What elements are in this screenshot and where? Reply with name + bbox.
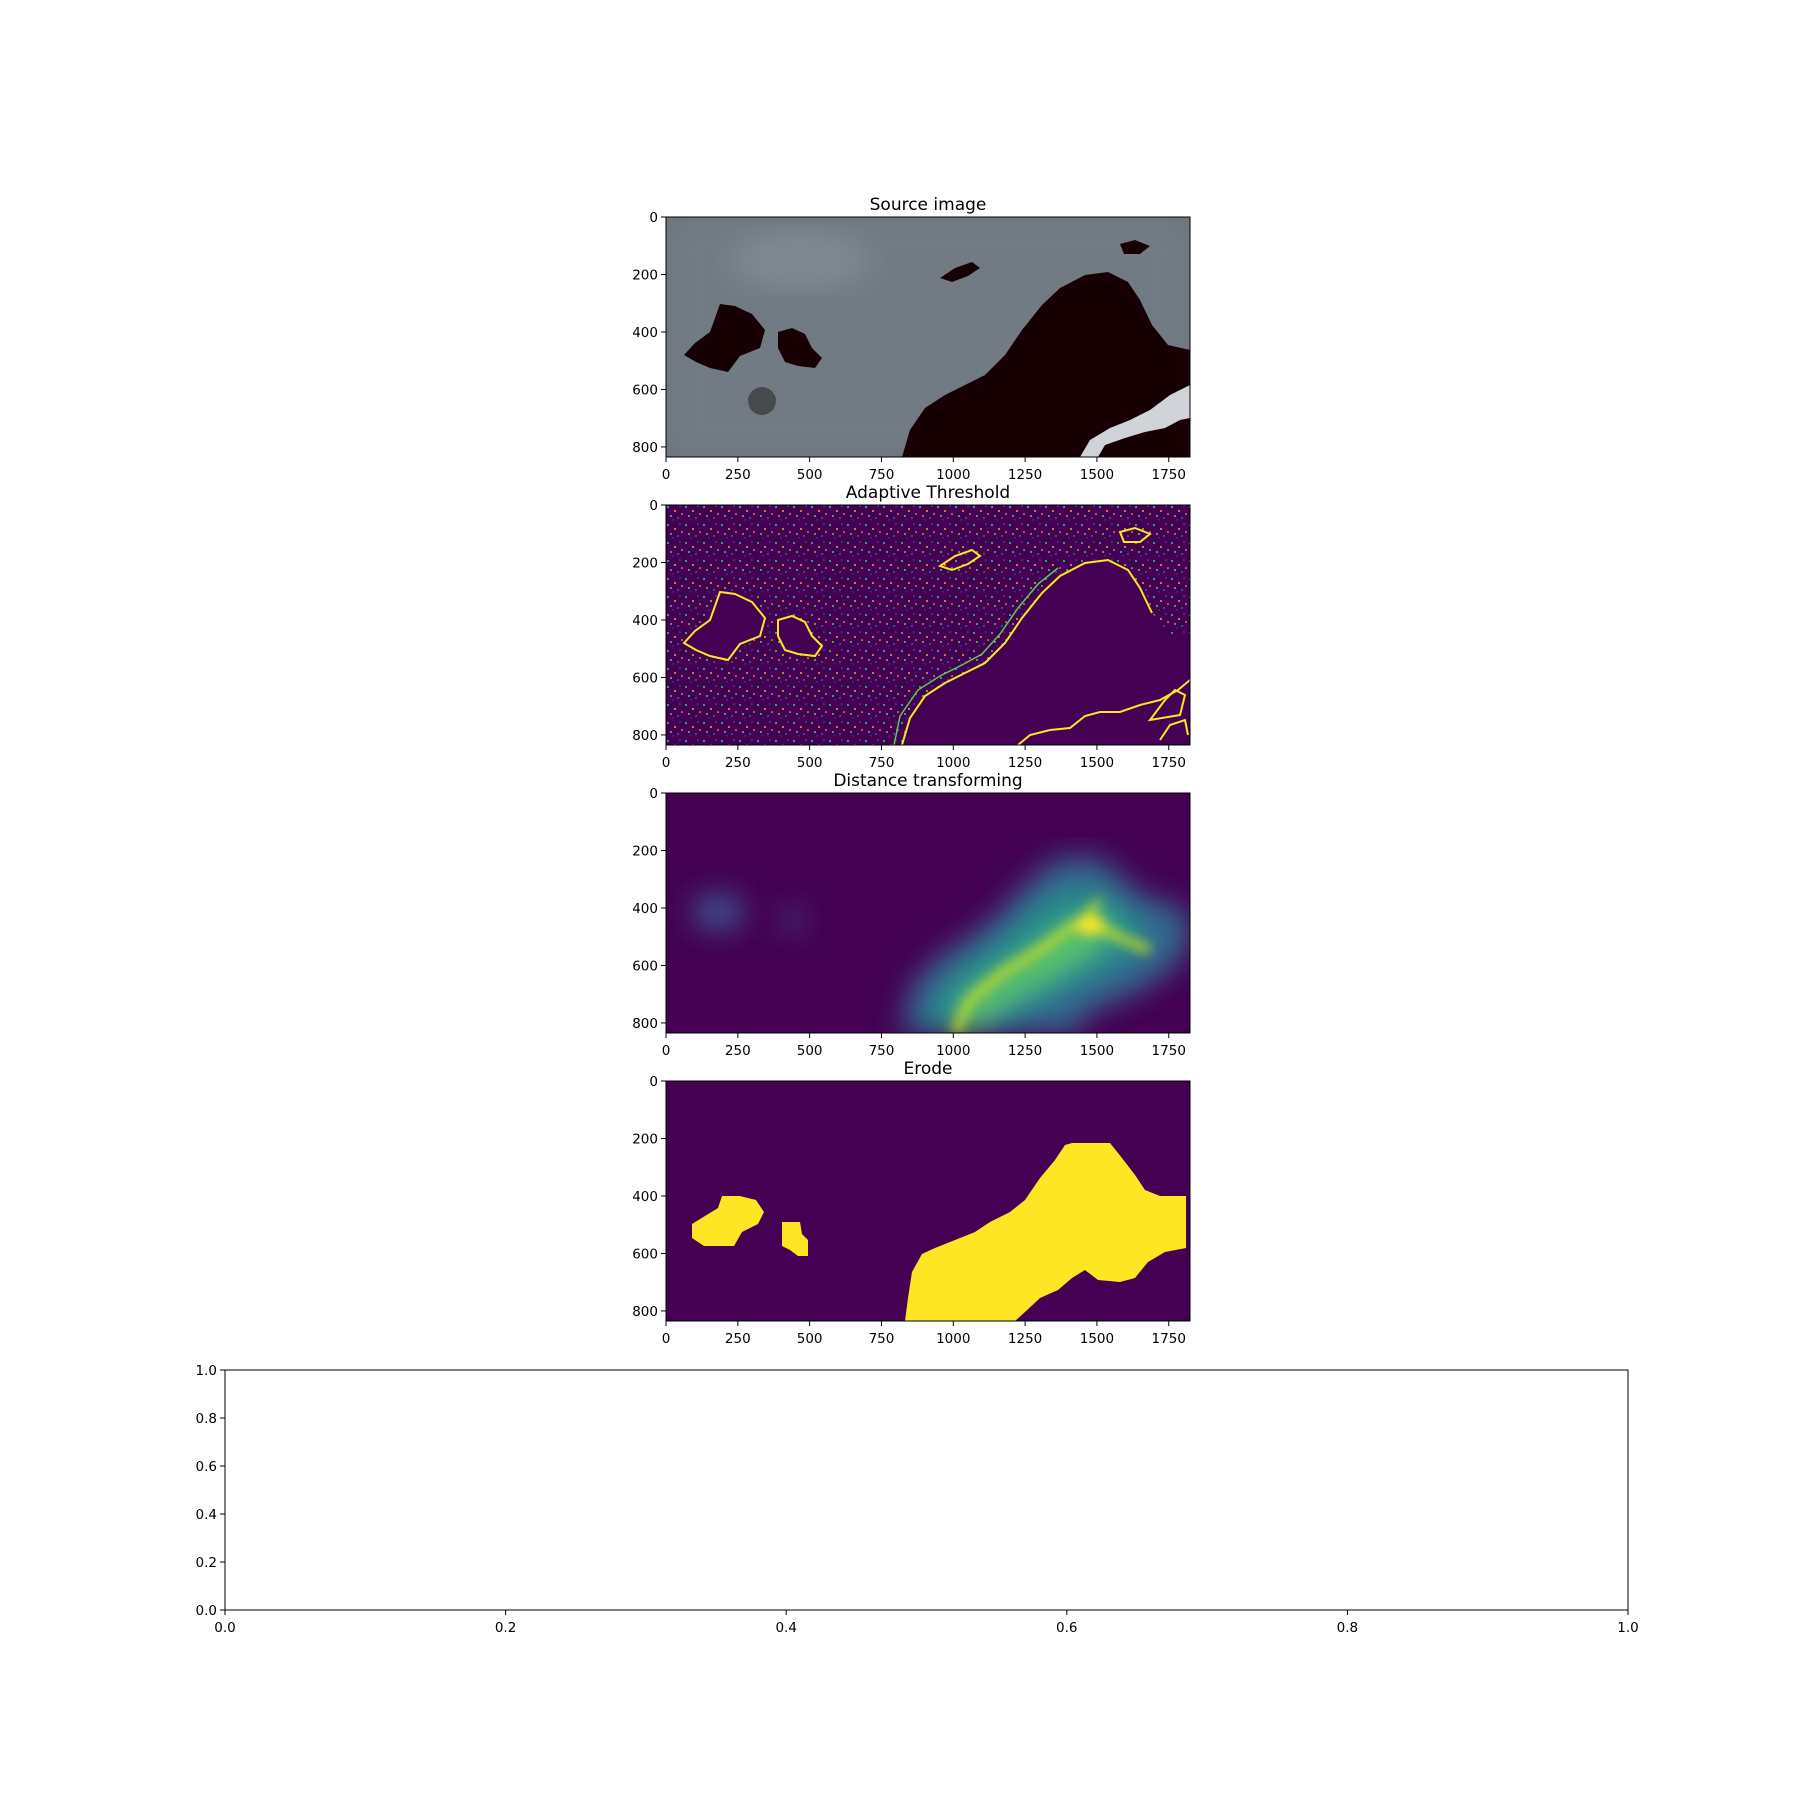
x-tick-label: 500	[797, 1043, 823, 1059]
x-tick-label: 1500	[1080, 1331, 1114, 1347]
x-tick-label: 0.6	[1056, 1620, 1077, 1636]
x-tick-label: 750	[869, 467, 895, 483]
axes-source-image: 0 250 500 750 1000 1250 1500 1750 0 200 400 600 800	[632, 210, 1186, 483]
y-tick-label: 200	[632, 555, 658, 571]
panel-title: Source image	[870, 195, 987, 215]
x-tick-label: 1750	[1152, 755, 1186, 771]
panel-adaptive-threshold: Adaptive Threshold 0 250 500 750 1000 1250 150…	[632, 483, 1191, 771]
x-tick-label: 750	[869, 755, 895, 771]
distance-image	[666, 793, 1190, 1033]
x-tick-label: 1500	[1080, 1043, 1114, 1059]
x-tick-label: 250	[725, 467, 751, 483]
x-tick-label: 500	[797, 1331, 823, 1347]
y-tick-label: 0	[649, 498, 658, 514]
x-tick-label: 1000	[936, 755, 970, 771]
x-tick-label: 1750	[1152, 467, 1186, 483]
threshold-image	[666, 505, 1190, 745]
x-tick-label: 500	[797, 467, 823, 483]
eroded-region-small	[782, 1222, 808, 1256]
x-tick-label: 750	[869, 1043, 895, 1059]
water-body	[902, 272, 1190, 457]
y-tick-label: 800	[632, 1016, 658, 1032]
y-tick-label: 800	[632, 1304, 658, 1320]
panel-title: Erode	[903, 1059, 952, 1079]
y-tick-label: 0.2	[196, 1555, 217, 1571]
x-tick-label: 1500	[1080, 467, 1114, 483]
water-lake-top	[940, 262, 980, 282]
x-tick-label: 1750	[1152, 1331, 1186, 1347]
water-lake-left	[684, 304, 765, 372]
y-tick-label: 600	[632, 382, 658, 398]
x-tick-label: 0.0	[214, 1620, 235, 1636]
x-tick-label: 750	[869, 1331, 895, 1347]
panel-source-image: Source image 0 250 500 750 1000 1250 1500 17500…	[632, 195, 1191, 483]
y-tick-label: 0.4	[196, 1507, 217, 1523]
x-tick-label: 1250	[1008, 1331, 1042, 1347]
x-tick-label: 0	[662, 467, 671, 483]
water-lake-middle	[778, 328, 822, 368]
source-image	[666, 217, 1190, 457]
y-tick-label: 1.0	[196, 1363, 217, 1379]
y-tick-label: 0	[649, 210, 658, 226]
y-tick-label: 600	[632, 958, 658, 974]
y-tick-label: 0	[649, 1074, 658, 1090]
x-tick-label: 1000	[936, 467, 970, 483]
y-tick-label: 0	[649, 786, 658, 802]
panel-erode: Erode 0 250 500 750 1000 1250 1500 1750 0 200 400 6…	[632, 1059, 1191, 1347]
axes-erode: 0 250 500 750 1000 1250 1500 1750 0 200 400 600 800	[632, 1074, 1186, 1347]
eroded-region-left	[692, 1196, 764, 1246]
x-tick-label: 0.2	[495, 1620, 516, 1636]
y-tick-label: 600	[632, 670, 658, 686]
y-tick-label: 600	[632, 1246, 658, 1262]
x-tick-label: 1250	[1008, 755, 1042, 771]
panel-title: Adaptive Threshold	[846, 483, 1010, 503]
y-tick-label: 800	[632, 728, 658, 744]
y-tick-label: 200	[632, 1131, 658, 1147]
x-tick-label: 0.4	[775, 1620, 796, 1636]
y-tick-label: 200	[632, 267, 658, 283]
x-tick-label: 1250	[1008, 1043, 1042, 1059]
y-tick-label: 0.0	[196, 1603, 217, 1619]
y-tick-label: 0.6	[196, 1459, 217, 1475]
axes-adaptive-threshold: 0 250 500 750 1000 1250 1500 1750 0 200 400 600 800	[632, 498, 1186, 771]
y-tick-label: 400	[632, 901, 658, 917]
y-tick-label: 400	[632, 325, 658, 341]
x-tick-label: 1000	[936, 1043, 970, 1059]
y-tick-label: 800	[632, 440, 658, 456]
x-tick-label: 0	[662, 1331, 671, 1347]
panel-empty-axes: 0.0 0.2 0.4 0.6 0.8 1.0 0.0 0.2 0.4 0.6 0.8 1.0	[196, 1363, 1639, 1636]
x-tick-label: 0	[662, 755, 671, 771]
eroded-region-main	[905, 1143, 1186, 1321]
x-tick-label: 1000	[936, 1331, 970, 1347]
y-tick-label: 0.8	[196, 1411, 217, 1427]
water-lake-topright	[1120, 240, 1150, 254]
x-tick-label: 250	[725, 755, 751, 771]
y-tick-label: 400	[632, 613, 658, 629]
axes-empty: 0.0 0.2 0.4 0.6 0.8 1.0 0.0 0.2 0.4 0.6 0.8 1.0	[196, 1363, 1639, 1636]
x-tick-label: 1750	[1152, 1043, 1186, 1059]
x-tick-label: 0	[662, 1043, 671, 1059]
eroded-image	[666, 1081, 1190, 1321]
x-tick-label: 1.0	[1617, 1620, 1638, 1636]
y-tick-label: 400	[632, 1189, 658, 1205]
axes-distance-transforming: 0 250 500 750 1000 1250 1500 1750 0 200 400 600 800	[632, 786, 1186, 1059]
y-tick-label: 200	[632, 843, 658, 859]
panel-distance-transforming: Distance transforming 0 250 500 750 1000 1250…	[632, 771, 1191, 1059]
x-tick-label: 0.8	[1337, 1620, 1358, 1636]
x-tick-label: 500	[797, 755, 823, 771]
x-tick-label: 1500	[1080, 755, 1114, 771]
panel-title: Distance transforming	[833, 771, 1022, 791]
x-tick-label: 250	[725, 1331, 751, 1347]
x-tick-label: 1250	[1008, 467, 1042, 483]
x-tick-label: 250	[725, 1043, 751, 1059]
